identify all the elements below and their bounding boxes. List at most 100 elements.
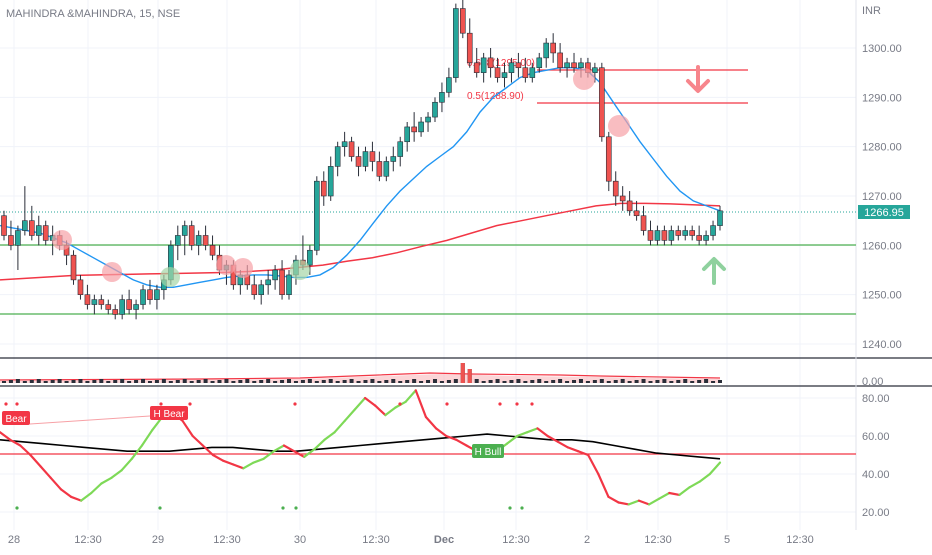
candle[interactable] (140, 284, 146, 310)
volume-bar[interactable] (544, 381, 549, 383)
volume-bar[interactable] (210, 381, 215, 383)
candle[interactable] (188, 220, 195, 251)
candle[interactable] (327, 156, 334, 201)
volume-bar[interactable] (43, 381, 48, 383)
candle[interactable] (550, 33, 556, 63)
volume-bar[interactable] (572, 380, 577, 383)
volume-bar[interactable] (64, 381, 69, 383)
volume-bar[interactable] (537, 379, 542, 383)
volume-bar[interactable] (398, 381, 403, 383)
volume-bar[interactable] (613, 380, 618, 383)
volume-bar[interactable] (22, 381, 27, 383)
volume-bar[interactable] (704, 379, 709, 383)
candle[interactable] (682, 225, 689, 241)
volume-bar[interactable] (662, 379, 667, 383)
volume-bar[interactable] (182, 379, 187, 383)
candle[interactable] (640, 205, 647, 236)
candle[interactable] (439, 82, 445, 113)
volume-bar[interactable] (377, 381, 382, 383)
volume-bar[interactable] (363, 380, 368, 383)
volume-bar[interactable] (599, 379, 604, 383)
candle[interactable] (8, 220, 14, 251)
volume-bar[interactable] (606, 381, 611, 383)
volume-bar[interactable] (446, 380, 451, 383)
candle[interactable] (314, 176, 320, 256)
candle[interactable] (91, 294, 98, 315)
volume-bar[interactable] (273, 381, 278, 383)
candle[interactable] (84, 284, 91, 310)
volume-bar[interactable] (474, 379, 479, 383)
volume-bar[interactable] (585, 381, 590, 383)
candles[interactable] (1, 0, 723, 320)
volume-bar[interactable] (2, 381, 6, 383)
candle[interactable] (425, 112, 431, 132)
candle[interactable] (29, 205, 35, 241)
candle[interactable] (557, 43, 563, 73)
candle[interactable] (154, 284, 160, 310)
candle[interactable] (42, 220, 49, 246)
oscillator-line[interactable] (0, 389, 722, 506)
candle[interactable] (404, 122, 410, 152)
candle[interactable] (626, 191, 633, 216)
volume-bar[interactable] (439, 381, 444, 383)
volume-bar[interactable] (120, 379, 125, 383)
candle[interactable] (348, 136, 355, 162)
volume-bar[interactable] (502, 381, 507, 383)
candle[interactable] (661, 225, 668, 246)
candle[interactable] (126, 289, 132, 315)
volume-bar[interactable] (634, 380, 639, 383)
candle[interactable] (529, 62, 536, 83)
candle[interactable] (612, 171, 619, 206)
candle[interactable] (536, 52, 543, 73)
candle[interactable] (362, 146, 369, 172)
volume-bar[interactable] (683, 379, 688, 383)
candle[interactable] (147, 279, 153, 305)
candle[interactable] (22, 186, 28, 236)
candle[interactable] (133, 299, 139, 320)
volume-bar[interactable] (565, 381, 570, 383)
volume-bar[interactable] (189, 381, 194, 383)
candle[interactable] (320, 171, 327, 206)
volume-bar[interactable] (676, 380, 681, 383)
candle[interactable] (710, 220, 716, 241)
candle[interactable] (522, 57, 529, 83)
volume-bar[interactable] (280, 380, 285, 383)
volume-bar[interactable] (147, 381, 152, 383)
buy-signal-circle[interactable] (160, 267, 180, 287)
volume-bar[interactable] (78, 379, 83, 383)
volume-bar[interactable] (127, 381, 132, 383)
volume-bar[interactable] (36, 379, 41, 383)
volume-bar[interactable] (523, 381, 528, 383)
candle[interactable] (355, 146, 362, 177)
candle[interactable] (605, 131, 612, 192)
volume-bar[interactable] (8, 380, 13, 383)
candle[interactable] (174, 225, 181, 261)
volume-bar[interactable] (453, 379, 458, 383)
volume-bar[interactable] (15, 379, 20, 383)
volume-bar[interactable] (314, 381, 319, 383)
candle[interactable] (480, 52, 487, 83)
volume-bar[interactable] (252, 381, 257, 383)
candle[interactable] (35, 215, 42, 246)
volume-bar[interactable] (342, 380, 347, 383)
volume-bar[interactable] (391, 379, 396, 383)
volume-bar[interactable] (495, 379, 500, 383)
volume-bar[interactable] (141, 379, 146, 383)
volume-bar[interactable] (419, 381, 424, 383)
candle[interactable] (272, 265, 278, 290)
ema-fast-line[interactable] (0, 66, 721, 288)
candle[interactable] (209, 235, 216, 261)
volume-bar[interactable] (287, 379, 292, 383)
volume-bar[interactable] (370, 379, 375, 383)
candle[interactable] (1, 210, 7, 241)
candle[interactable] (181, 220, 188, 256)
volume-bar[interactable] (530, 380, 535, 383)
volume-bar[interactable] (627, 381, 632, 383)
volume-bar[interactable] (85, 381, 90, 383)
candle[interactable] (446, 67, 452, 98)
volume-bar[interactable] (349, 379, 354, 383)
candle[interactable] (487, 48, 494, 78)
volume-bar[interactable] (57, 379, 62, 383)
volume-bar[interactable] (259, 380, 264, 383)
volume-pane[interactable] (0, 363, 722, 383)
